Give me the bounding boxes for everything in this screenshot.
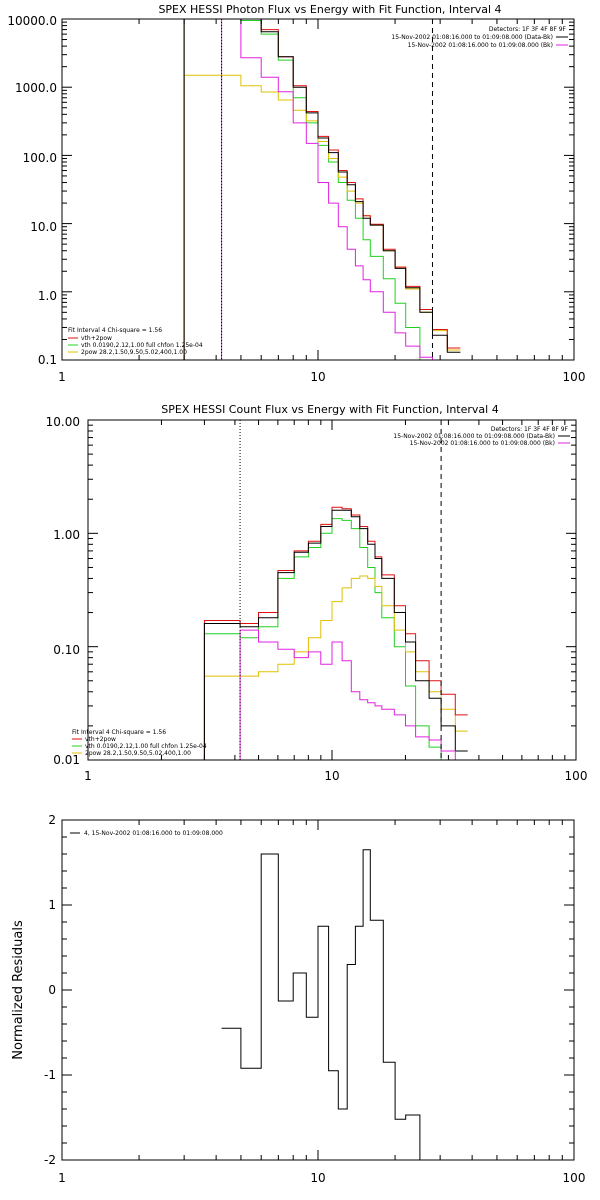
- count-plot-frame: [87, 419, 577, 761]
- legend-interval: 4, 15-Nov-2002 01:08:16.000 to 01:09:08.…: [84, 830, 223, 837]
- series-2pow: [183, 74, 461, 360]
- photon-axis-ticks: [61, 18, 575, 361]
- photon-y-tick-labels: 0.1 1.0 10.0 100.0 1000.0 10000.0: [7, 14, 57, 367]
- count-chart-title: SPEX HESSI Count Flux vs Energy with Fit…: [161, 403, 498, 416]
- x-tick-label: 10: [310, 370, 325, 384]
- count-flux-panel: SPEX HESSI Count Flux vs Energy with Fit…: [46, 403, 588, 783]
- photon-series-group: [183, 18, 461, 361]
- x-tick-label: 10: [324, 769, 339, 783]
- legend-detectors: Detectors: 1F 3F 4F 8F 9F: [489, 26, 567, 33]
- legend-vthk2pow: vth+2pow: [85, 736, 116, 743]
- y-tick-label: 0.01: [53, 753, 80, 767]
- x-tick-label: 100: [563, 370, 586, 384]
- legend-bk: 15-Nov-2002 01:08:16.000 to 01:09:08.000…: [410, 440, 555, 447]
- residual-y-tick-labels: -2 -1 0 1 2: [44, 813, 56, 1167]
- legend-bk: 15-Nov-2002 01:08:16.000 to 01:09:08.000…: [408, 42, 553, 49]
- series-line-vth: [203, 518, 468, 761]
- residual-axis-ticks: [61, 819, 575, 1161]
- residual-x-tick-labels: 1 10 100: [58, 1171, 585, 1185]
- series-line-bk: [221, 18, 461, 361]
- count-series-group: [203, 506, 468, 761]
- legend-detectors: Detectors: 1F 3F 4F 8F 9F: [491, 426, 569, 433]
- legend-data-bk: 15-Nov-2002 01:08:16.000 to 01:09:08.000…: [393, 433, 555, 440]
- legend-fit-interval: Fit Interval 4 Chi-square = 1.56: [68, 327, 162, 334]
- series-2pow: [203, 575, 468, 760]
- count-vlines: [239, 420, 442, 760]
- photon-vlines: [221, 19, 433, 360]
- series-total: [221, 849, 433, 1161]
- x-tick-label: 1: [84, 769, 92, 783]
- legend-2pow: 2pow 28.2,1.50,9.50,5.02,400,1.00: [81, 349, 187, 356]
- series-bk: [221, 18, 461, 361]
- y-tick-label: 1000.0: [15, 81, 57, 95]
- residual-y-axis-label: Normalized Residuals: [11, 920, 26, 1060]
- x-tick-label: 100: [565, 769, 588, 783]
- y-tick-label: 1.0: [38, 289, 57, 303]
- series-bk: [239, 629, 468, 761]
- count-y-tick-labels: 0.01 0.10 1.00 10.00: [46, 415, 80, 767]
- series-vth: [203, 518, 468, 761]
- y-tick-label: -1: [44, 1068, 56, 1082]
- series-vth: [183, 18, 461, 361]
- y-tick-label: -2: [44, 1153, 56, 1167]
- count-legend-bottom: Fit Interval 4 Chi-square = 1.56 vth+2po…: [72, 729, 207, 757]
- series-line-total: [221, 849, 433, 1161]
- series-total: [183, 18, 461, 360]
- legend-vth: vth 0.0190,2.12,1.00 full chfon 1.25e-04: [85, 743, 207, 750]
- residual-legend: 4, 15-Nov-2002 01:08:16.000 to 01:09:08.…: [70, 830, 223, 837]
- series-line-2pow: [203, 575, 468, 760]
- photon-chart-title: SPEX HESSI Photon Flux vs Energy with Fi…: [158, 3, 501, 16]
- series-line-2pow: [183, 74, 461, 360]
- x-tick-label: 100: [563, 1171, 586, 1185]
- legend-fit-interval: Fit Interval 4 Chi-square = 1.56: [72, 729, 166, 736]
- series-vthk2pow: [203, 506, 468, 760]
- series-line-bk: [239, 629, 468, 761]
- y-tick-label: 1.00: [53, 528, 80, 542]
- legend-2pow: 2pow 28.2,1.50,9.50,5.02,400,1.00: [85, 750, 191, 757]
- y-tick-label: 0: [48, 983, 56, 997]
- photon-legend-bottom: Fit Interval 4 Chi-square = 1.56 vth+2po…: [68, 327, 203, 356]
- y-tick-label: 1: [48, 898, 56, 912]
- x-tick-label: 10: [310, 1171, 325, 1185]
- legend-vthk2pow: vth+2pow: [81, 335, 112, 342]
- series-line-vthk2pow: [203, 506, 468, 760]
- y-tick-label: 0.10: [53, 643, 80, 657]
- series-line-total: [183, 18, 461, 360]
- y-tick-label: 2: [48, 813, 56, 827]
- x-tick-label: 1: [58, 370, 66, 384]
- residuals-panel: Normalized Residuals -2 -1 0 1 2 1 10 10…: [11, 813, 585, 1185]
- count-x-tick-labels: 1 10 100: [84, 769, 587, 783]
- photon-plot-frame: [61, 18, 575, 361]
- series-line-vthk2pow: [183, 18, 461, 360]
- series-total: [203, 509, 468, 760]
- legend-data-bk: 15-Nov-2002 01:08:16.000 to 01:09:08.000…: [391, 34, 553, 41]
- y-tick-label: 10000.0: [7, 14, 57, 28]
- legend-vth: vth 0.0190,2.12,1.00 full chfon 1.25e-04: [81, 342, 203, 349]
- count-legend-top: Detectors: 1F 3F 4F 8F 9F 15-Nov-2002 01…: [393, 426, 570, 447]
- x-tick-label: 1: [58, 1171, 66, 1185]
- y-tick-label: 0.1: [38, 353, 57, 367]
- series-line-total: [203, 509, 468, 760]
- photon-legend-top: Detectors: 1F 3F 4F 8F 9F 15-Nov-2002 01…: [391, 26, 568, 49]
- series-line-vth: [183, 18, 461, 361]
- photon-flux-panel: SPEX HESSI Photon Flux vs Energy with Fi…: [7, 3, 585, 384]
- photon-x-tick-labels: 1 10 100: [58, 370, 585, 384]
- y-tick-label: 10.0: [30, 220, 57, 234]
- count-axis-ticks: [87, 419, 577, 761]
- series-vthk2pow: [183, 18, 461, 360]
- y-tick-label: 10.00: [46, 415, 80, 429]
- residual-series-group: [221, 849, 433, 1161]
- y-tick-label: 100.0: [23, 151, 57, 165]
